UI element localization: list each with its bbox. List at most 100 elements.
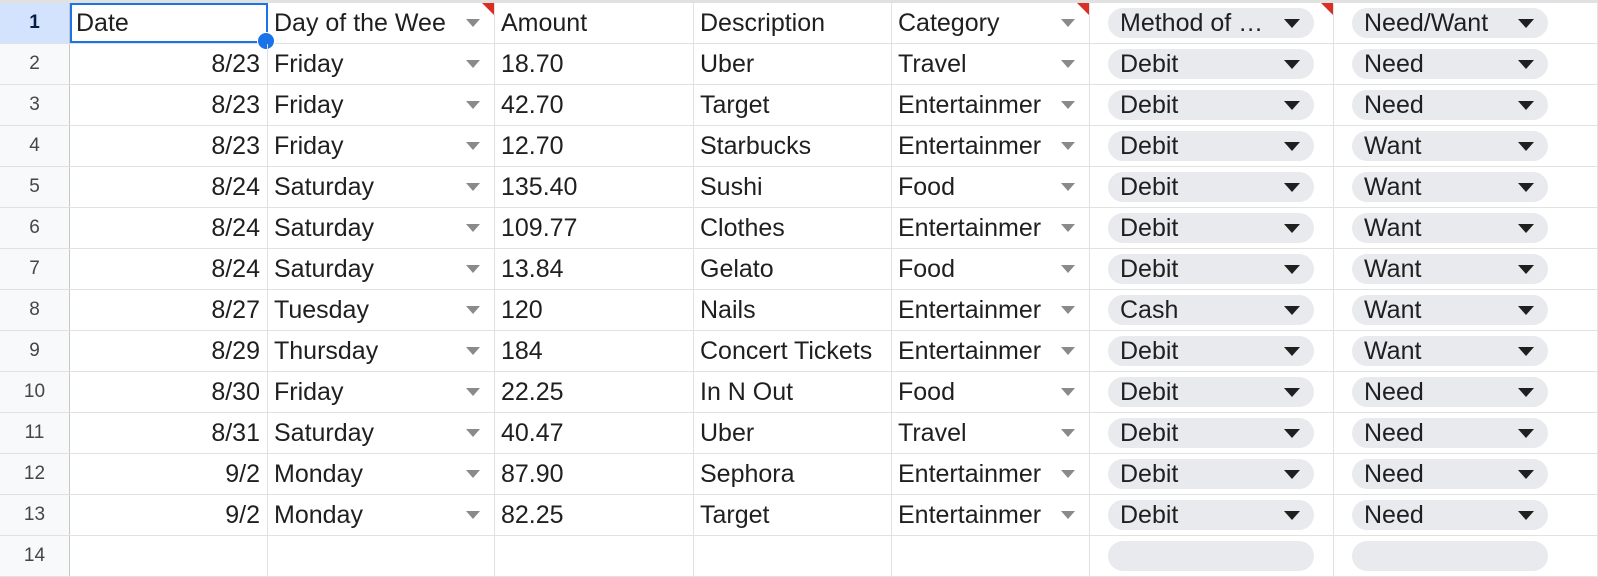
- dropdown-arrow-icon[interactable]: [466, 306, 480, 314]
- description-cell[interactable]: Starbucks: [694, 126, 892, 166]
- category-cell[interactable]: Entertainmer: [892, 208, 1090, 248]
- need-want-cell[interactable]: Want: [1334, 249, 1598, 289]
- day-cell[interactable]: Saturday: [268, 413, 495, 453]
- method-cell[interactable]: Debit: [1090, 495, 1334, 535]
- method-cell[interactable]: Cash: [1090, 290, 1334, 330]
- dropdown-arrow-icon[interactable]: [1518, 388, 1534, 397]
- category-cell[interactable]: Food: [892, 167, 1090, 207]
- need-want-cell[interactable]: Need: [1334, 44, 1598, 84]
- amount-cell[interactable]: 120: [495, 290, 694, 330]
- row-number[interactable]: 12: [0, 454, 70, 494]
- need-want-cell[interactable]: [1334, 536, 1598, 576]
- dropdown-arrow-icon[interactable]: [1061, 142, 1075, 150]
- dropdown-arrow-icon[interactable]: [1061, 183, 1075, 191]
- description-cell[interactable]: Sephora: [694, 454, 892, 494]
- category-cell[interactable]: Food: [892, 249, 1090, 289]
- date-cell[interactable]: 8/31: [70, 413, 268, 453]
- dropdown-arrow-icon[interactable]: [466, 347, 480, 355]
- dropdown-arrow-icon[interactable]: [466, 60, 480, 68]
- dropdown-arrow-icon[interactable]: [1284, 101, 1300, 110]
- row-number[interactable]: 8: [0, 290, 70, 330]
- method-chip[interactable]: Debit: [1108, 254, 1314, 284]
- row-number[interactable]: 2: [0, 44, 70, 84]
- dropdown-arrow-icon[interactable]: [1284, 388, 1300, 397]
- method-chip[interactable]: [1108, 541, 1314, 571]
- amount-cell[interactable]: 42.70: [495, 85, 694, 125]
- need-want-cell[interactable]: Want: [1334, 208, 1598, 248]
- dropdown-arrow-icon[interactable]: [1284, 224, 1300, 233]
- need-want-chip[interactable]: Need: [1352, 459, 1548, 489]
- amount-cell[interactable]: 13.84: [495, 249, 694, 289]
- dropdown-arrow-icon[interactable]: [1284, 19, 1300, 28]
- day-cell[interactable]: Friday: [268, 126, 495, 166]
- need-want-chip[interactable]: Want: [1352, 254, 1548, 284]
- method-cell[interactable]: Debit: [1090, 208, 1334, 248]
- date-cell[interactable]: 8/23: [70, 85, 268, 125]
- category-cell[interactable]: Entertainmer: [892, 495, 1090, 535]
- need-want-cell[interactable]: Need: [1334, 413, 1598, 453]
- method-chip[interactable]: Debit: [1108, 49, 1314, 79]
- date-cell[interactable]: 8/23: [70, 44, 268, 84]
- date-cell[interactable]: 8/24: [70, 208, 268, 248]
- row-number-1[interactable]: 1: [0, 3, 70, 43]
- row-number[interactable]: 11: [0, 413, 70, 453]
- dropdown-arrow-icon[interactable]: [1518, 224, 1534, 233]
- need-want-chip[interactable]: Want: [1352, 213, 1548, 243]
- need-want-chip[interactable]: Need: [1352, 90, 1548, 120]
- dropdown-arrow-icon[interactable]: [466, 511, 480, 519]
- category-cell[interactable]: Entertainmer: [892, 290, 1090, 330]
- dropdown-arrow-icon[interactable]: [466, 265, 480, 273]
- method-cell[interactable]: [1090, 536, 1334, 576]
- dropdown-arrow-icon[interactable]: [1518, 60, 1534, 69]
- dropdown-arrow-icon[interactable]: [1061, 388, 1075, 396]
- day-cell[interactable]: Friday: [268, 372, 495, 412]
- category-cell[interactable]: Entertainmer: [892, 85, 1090, 125]
- dropdown-arrow-icon[interactable]: [1518, 470, 1534, 479]
- date-cell[interactable]: 8/23: [70, 126, 268, 166]
- dropdown-arrow-icon[interactable]: [1061, 470, 1075, 478]
- method-cell[interactable]: Debit: [1090, 249, 1334, 289]
- need-want-cell[interactable]: Want: [1334, 331, 1598, 371]
- need-want-cell[interactable]: Need: [1334, 372, 1598, 412]
- dropdown-arrow-icon[interactable]: [1284, 347, 1300, 356]
- dropdown-arrow-icon[interactable]: [1518, 347, 1534, 356]
- need-want-cell[interactable]: Need: [1334, 454, 1598, 494]
- dropdown-arrow-icon[interactable]: [1518, 19, 1534, 28]
- need-want-chip[interactable]: Want: [1352, 172, 1548, 202]
- header-need-want-cell[interactable]: Need/Want: [1334, 3, 1598, 43]
- dropdown-arrow-icon[interactable]: [1518, 142, 1534, 151]
- method-chip[interactable]: Debit: [1108, 336, 1314, 366]
- need-want-chip[interactable]: Need: [1352, 500, 1548, 530]
- need-want-chip[interactable]: Want: [1352, 295, 1548, 325]
- day-cell[interactable]: Saturday: [268, 208, 495, 248]
- description-cell[interactable]: Sushi: [694, 167, 892, 207]
- dropdown-arrow-icon[interactable]: [1284, 429, 1300, 438]
- description-cell[interactable]: In N Out: [694, 372, 892, 412]
- need-want-cell[interactable]: Want: [1334, 126, 1598, 166]
- description-cell[interactable]: Uber: [694, 413, 892, 453]
- day-cell[interactable]: Tuesday: [268, 290, 495, 330]
- row-number[interactable]: 4: [0, 126, 70, 166]
- day-cell[interactable]: Saturday: [268, 167, 495, 207]
- dropdown-arrow-icon[interactable]: [1061, 306, 1075, 314]
- day-cell[interactable]: Friday: [268, 85, 495, 125]
- row-number[interactable]: 6: [0, 208, 70, 248]
- dropdown-arrow-icon[interactable]: [466, 142, 480, 150]
- dropdown-arrow-icon[interactable]: [466, 183, 480, 191]
- dropdown-arrow-icon[interactable]: [1061, 511, 1075, 519]
- method-cell[interactable]: Debit: [1090, 454, 1334, 494]
- dropdown-arrow-icon[interactable]: [1061, 19, 1075, 27]
- amount-cell[interactable]: 40.47: [495, 413, 694, 453]
- dropdown-arrow-icon[interactable]: [1284, 470, 1300, 479]
- row-number[interactable]: 7: [0, 249, 70, 289]
- day-cell[interactable]: Monday: [268, 454, 495, 494]
- date-cell[interactable]: 8/24: [70, 167, 268, 207]
- dropdown-arrow-icon[interactable]: [466, 429, 480, 437]
- method-chip[interactable]: Debit: [1108, 213, 1314, 243]
- category-cell[interactable]: [892, 536, 1090, 576]
- header-date-cell[interactable]: Date: [70, 3, 268, 43]
- header-day-cell[interactable]: Day of the Wee: [268, 3, 495, 43]
- dropdown-arrow-icon[interactable]: [1518, 265, 1534, 274]
- amount-cell[interactable]: 109.77: [495, 208, 694, 248]
- dropdown-arrow-icon[interactable]: [1518, 101, 1534, 110]
